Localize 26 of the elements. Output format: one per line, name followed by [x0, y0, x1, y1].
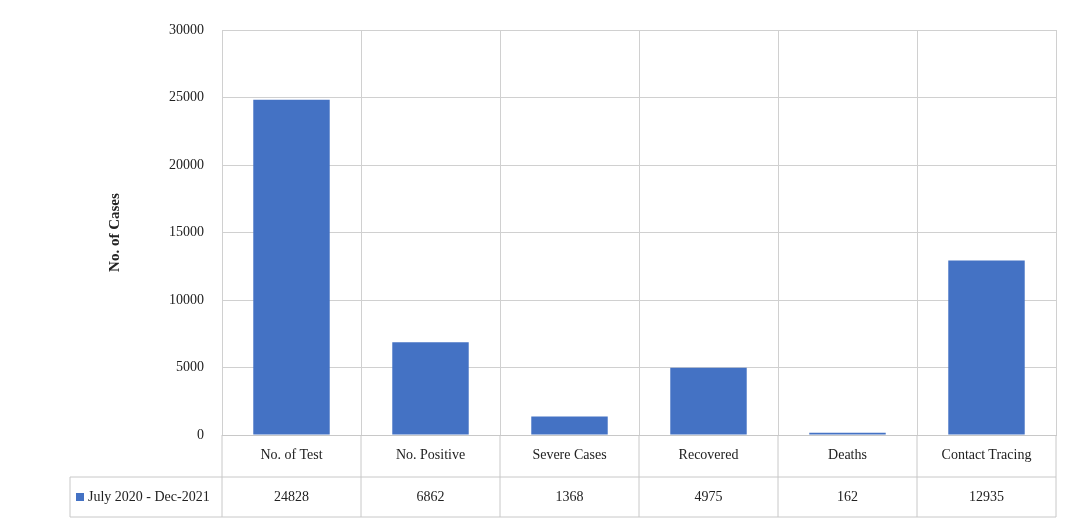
data-label: 24828 — [274, 488, 309, 504]
bar — [253, 99, 330, 435]
data-label: 1368 — [555, 488, 584, 504]
x-tick-label: No. of Test — [260, 447, 323, 463]
x-tick-label: Deaths — [828, 447, 867, 463]
x-tick-label: Severe Cases — [532, 447, 607, 463]
y-axis-title: No. of Cases — [105, 192, 122, 272]
bar — [392, 342, 469, 435]
bar — [531, 416, 608, 435]
data-label: 12935 — [969, 488, 1004, 504]
y-tick-label: 0 — [197, 426, 204, 442]
y-tick-label: 30000 — [169, 21, 204, 37]
data-label: 162 — [837, 488, 858, 504]
y-tick-label: 5000 — [176, 359, 204, 375]
y-tick-label: 15000 — [169, 224, 204, 240]
legend-label: July 2020 - Dec-2021 — [88, 488, 210, 504]
y-tick-label: 10000 — [169, 291, 204, 307]
y-tick-label: 20000 — [169, 156, 204, 172]
bar — [948, 260, 1025, 435]
x-tick-label: Contact Tracing — [941, 447, 1032, 463]
data-label: 6862 — [416, 488, 445, 504]
x-tick-label: No. Positive — [395, 447, 466, 463]
y-tick-label: 25000 — [169, 89, 204, 105]
x-tick-label: Recovered — [678, 447, 739, 463]
data-label: 4975 — [694, 488, 723, 504]
bar — [670, 367, 747, 435]
